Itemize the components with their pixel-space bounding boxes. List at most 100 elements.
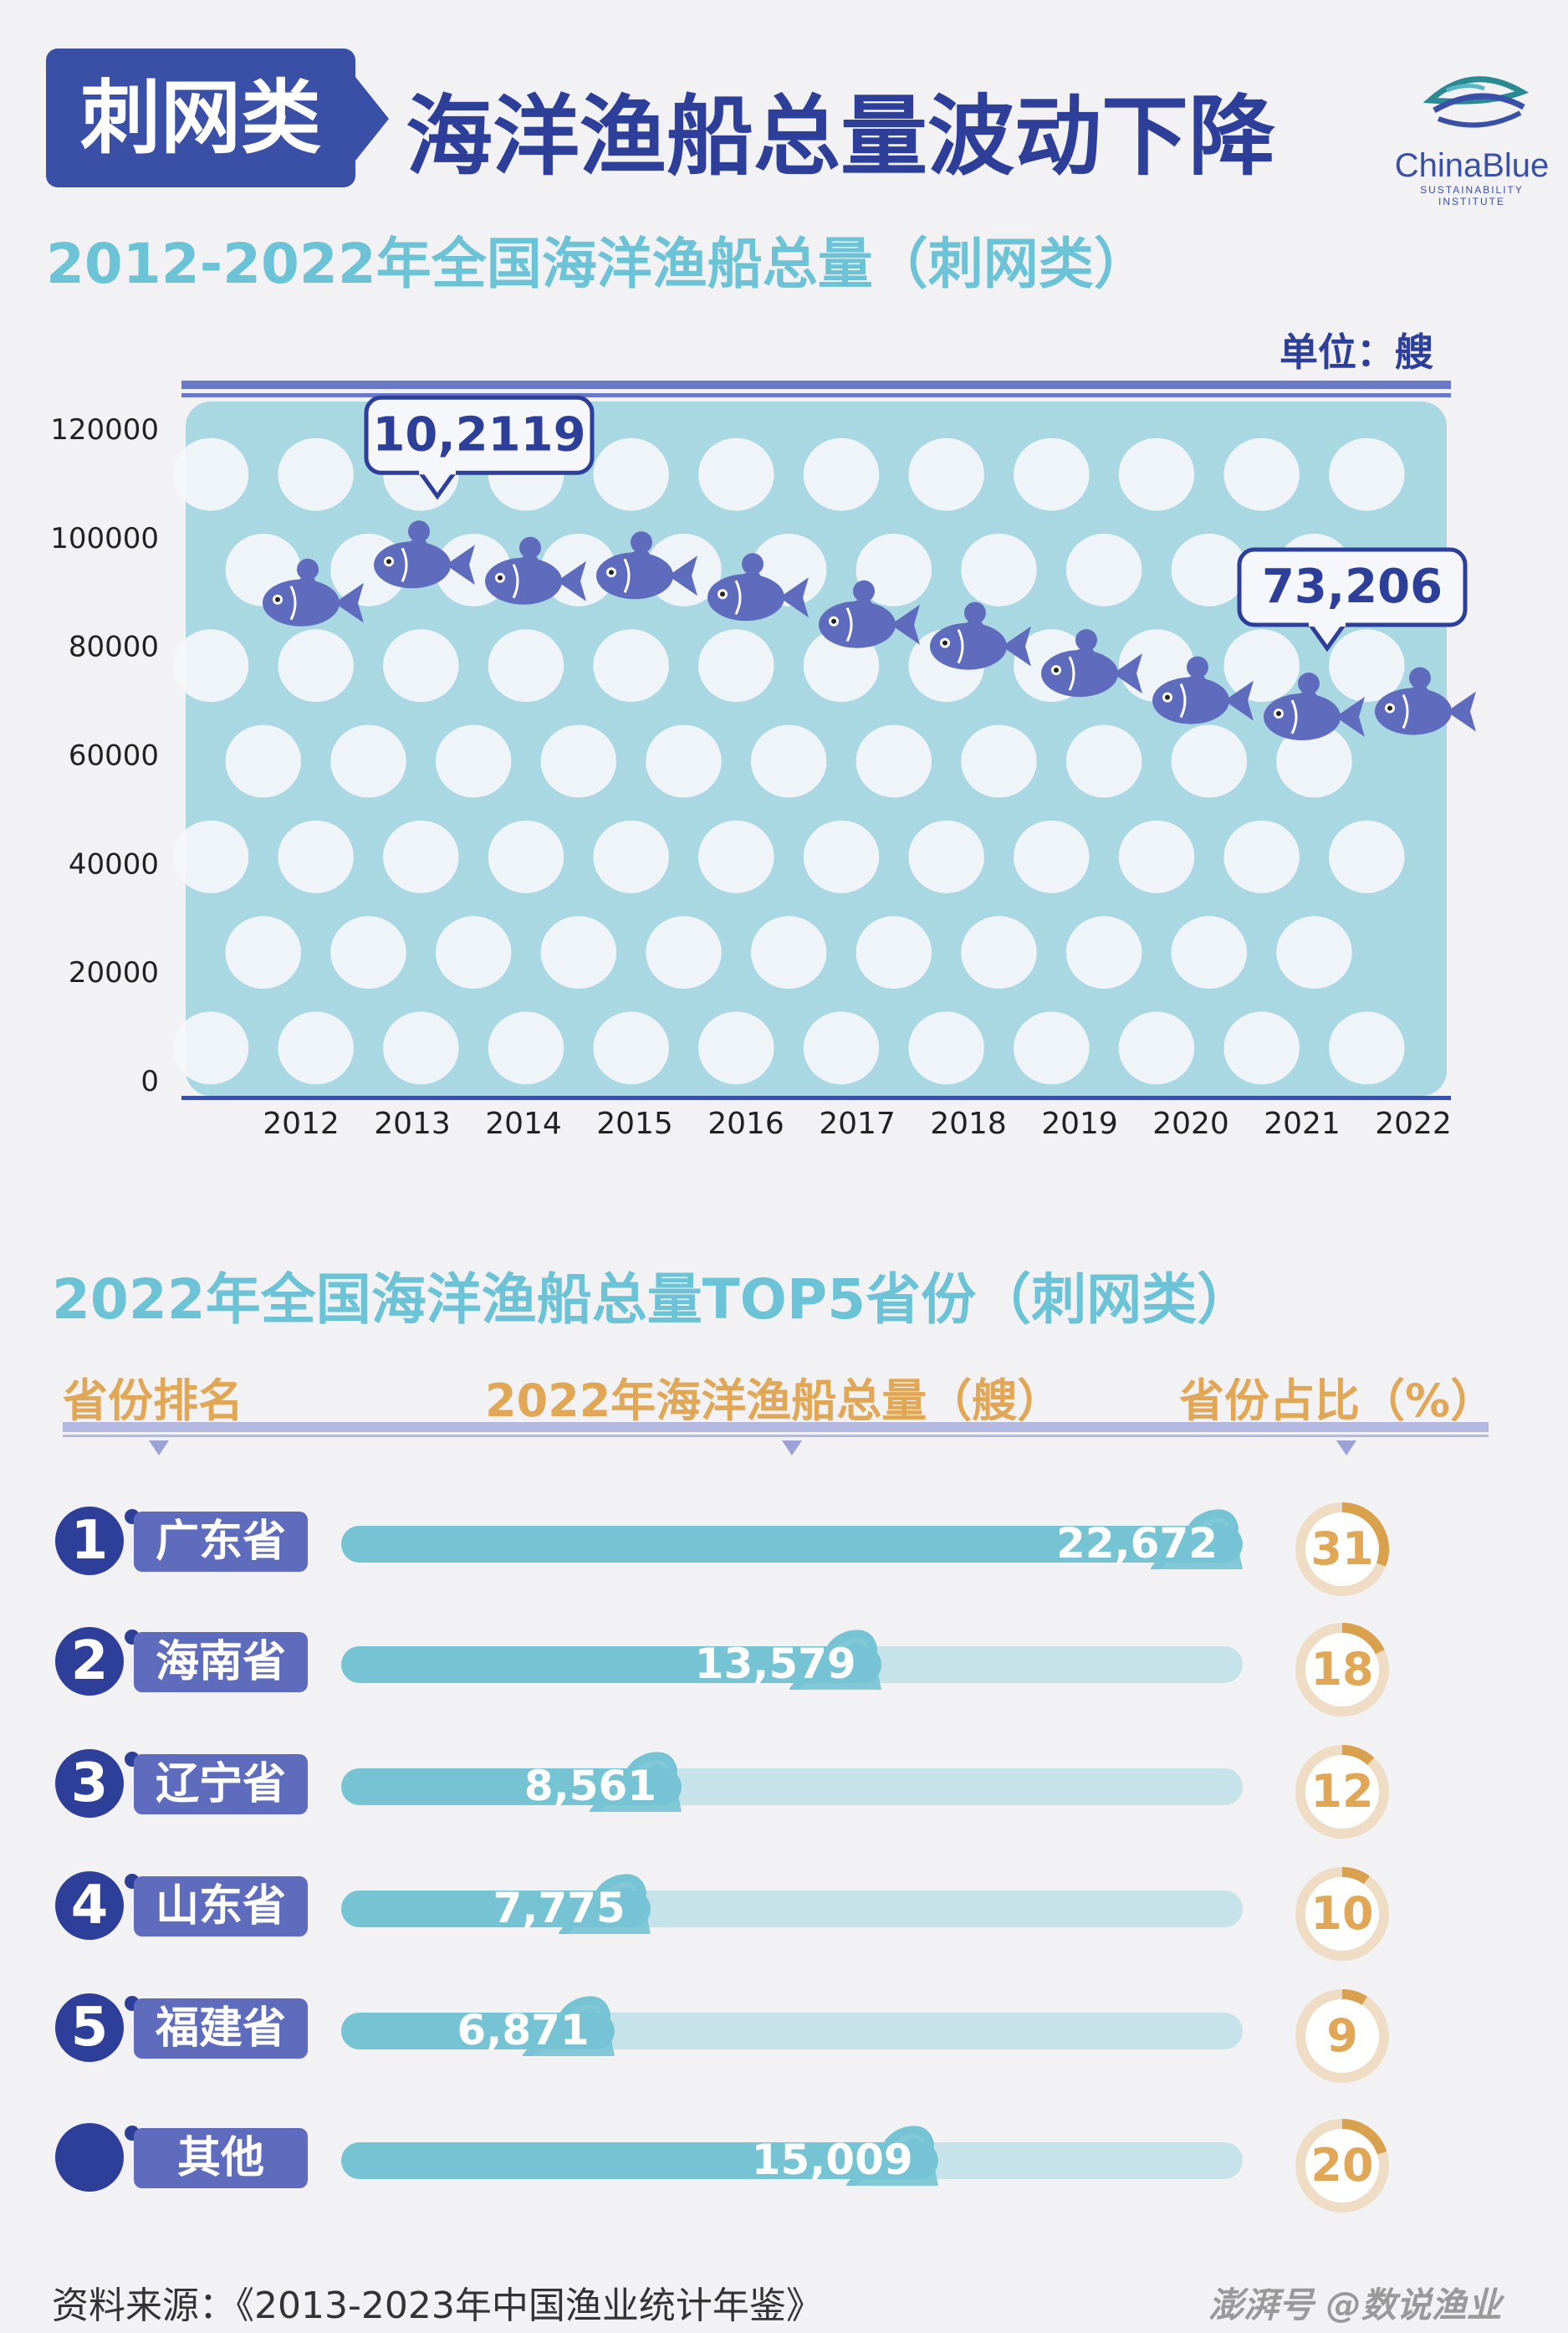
fish-marker <box>1264 673 1365 741</box>
rank-badge <box>55 2123 124 2192</box>
x-tick-label: 2020 <box>1152 1107 1229 1141</box>
category-tag: 刺网类 <box>46 49 355 187</box>
rank-badge: 5 <box>55 1993 124 2062</box>
value-callouts: 10,2119 73,206 <box>364 395 1468 652</box>
share-arc <box>1295 1502 1389 1596</box>
chart-title: 2012-2022年全国海洋渔船总量（刺网类） <box>46 232 1149 296</box>
rank-badge: 1 <box>55 1507 124 1575</box>
y-tick-label: 20000 <box>69 956 159 990</box>
ranking-title: 2022年全国海洋渔船总量TOP5省份（刺网类） <box>52 1267 1253 1332</box>
fish-marker <box>596 531 697 600</box>
fish-marker <box>1152 656 1254 724</box>
share-percent: 10 <box>1310 1887 1374 1940</box>
rank-badge: 3 <box>55 1749 124 1818</box>
fish-marker <box>1041 629 1142 698</box>
rank-badge: 4 <box>55 1871 124 1940</box>
rank-badge: 2 <box>55 1627 124 1696</box>
share-arc <box>1295 2119 1389 2213</box>
fish-logo-icon <box>1422 76 1530 128</box>
share-ring: 9 <box>1292 1986 1392 2086</box>
share-ring-chart <box>1295 2119 1389 2213</box>
share-ring: 20 <box>1292 2116 1392 2216</box>
province-label: 山东省 <box>134 1876 308 1936</box>
wave-icon <box>590 1752 682 1812</box>
category-tag-label: 刺网类 <box>80 71 321 165</box>
watermark: 澎湃号 @数说渔业 <box>1208 2284 1502 2325</box>
y-axis: 0 20000 40000 60000 80000 100000 120000 <box>50 413 159 1098</box>
bar-track: 22,672 <box>341 1509 1243 1569</box>
x-tick-label: 2013 <box>374 1107 451 1141</box>
province-row: 其他 15,009 20 <box>0 2111 1568 2213</box>
bar-value-label: 22,672 <box>1056 1519 1218 1568</box>
province-row: 3 辽宁省 8,561 12 <box>0 1737 1568 1839</box>
share-ring-chart <box>1295 1867 1389 1961</box>
bar-value-label: 7,775 <box>493 1884 626 1932</box>
province-row: 5 福建省 6,871 9 <box>0 1982 1568 2083</box>
bar-track: 7,775 <box>341 1874 1243 1934</box>
bar-fill <box>341 2142 938 2179</box>
fish-marker <box>1375 667 1476 735</box>
rank-dot <box>122 1871 142 1891</box>
share-ring-chart <box>1295 1623 1389 1716</box>
fish-marker <box>707 553 809 622</box>
share-ring-chart <box>1295 1745 1389 1839</box>
x-tick-label: 2018 <box>930 1107 1007 1141</box>
bar-value-label: 8,561 <box>524 1762 657 1810</box>
share-ring-chart <box>1295 1502 1389 1596</box>
pointer-triangle-total <box>782 1440 802 1456</box>
share-arc <box>1295 1745 1389 1839</box>
share-arc <box>1295 1623 1389 1716</box>
x-tick-label: 2015 <box>596 1107 673 1141</box>
x-tick-label: 2014 <box>485 1107 562 1141</box>
fish-marker <box>263 558 364 627</box>
source-note: 资料来源：《2013-2023年中国渔业统计年鉴》 <box>52 2284 823 2327</box>
bar-track: 15,009 <box>341 2126 1243 2186</box>
x-tick-label: 2016 <box>707 1107 784 1141</box>
share-ring: 31 <box>1292 1499 1392 1599</box>
y-tick-label: 60000 <box>69 739 159 773</box>
chinablue-logo: ChinaBlue SUSTAINABILITY INSTITUTE <box>1388 67 1555 207</box>
wave-icon <box>522 1996 615 2056</box>
tag-arrow <box>355 77 389 161</box>
fishing-net-background <box>172 381 1451 1100</box>
share-arc <box>1295 1867 1389 1961</box>
fish-marker <box>930 601 1031 670</box>
logo-subtitle: SUSTAINABILITY INSTITUTE <box>1420 184 1524 207</box>
bar-value-label: 6,871 <box>457 2006 590 2054</box>
y-tick-label: 100000 <box>50 522 159 555</box>
province-label: 海南省 <box>134 1632 308 1692</box>
province-label: 广东省 <box>134 1512 308 1572</box>
share-ring-chart <box>1295 1989 1389 2083</box>
header-divider <box>63 1422 1489 1432</box>
callout-2013: 10,2119 <box>364 395 595 500</box>
share-arc <box>1295 1989 1389 2083</box>
fish-marker <box>374 520 475 589</box>
bar-value-label: 15,009 <box>751 2136 913 2184</box>
province-label: 其他 <box>134 2128 308 2188</box>
wave-icon <box>845 2126 938 2186</box>
bar-track: 13,579 <box>341 1630 1243 1690</box>
province-row: 2 海南省 13,579 18 <box>0 1615 1568 1716</box>
x-tick-label: 2012 <box>263 1107 340 1141</box>
callout-2021: 73,206 <box>1237 547 1468 652</box>
callout-value: 10,2119 <box>372 407 585 462</box>
y-tick-label: 120000 <box>50 413 159 447</box>
share-percent: 12 <box>1310 1765 1374 1818</box>
wave-icon <box>558 1874 651 1934</box>
y-tick-label: 0 <box>140 1065 159 1098</box>
headline: 海洋渔船总量波动下降 <box>406 85 1276 187</box>
logo-name: ChinaBlue <box>1394 147 1550 184</box>
callout-value: 73,206 <box>1262 560 1443 614</box>
bar-value-label: 13,579 <box>694 1640 856 1688</box>
province-row: 4 山东省 7,775 10 <box>0 1860 1568 1961</box>
share-percent: 20 <box>1310 2139 1374 2192</box>
header-divider-thin <box>63 1435 1489 1437</box>
share-ring: 12 <box>1292 1742 1392 1842</box>
pointer-triangle-share <box>1336 1440 1356 1456</box>
y-tick-label: 80000 <box>69 631 159 664</box>
bar-track: 6,871 <box>341 1996 1243 2056</box>
bar-fill <box>341 1526 1243 1563</box>
bar-fill <box>341 1646 881 1683</box>
wave-icon <box>1151 1509 1243 1569</box>
